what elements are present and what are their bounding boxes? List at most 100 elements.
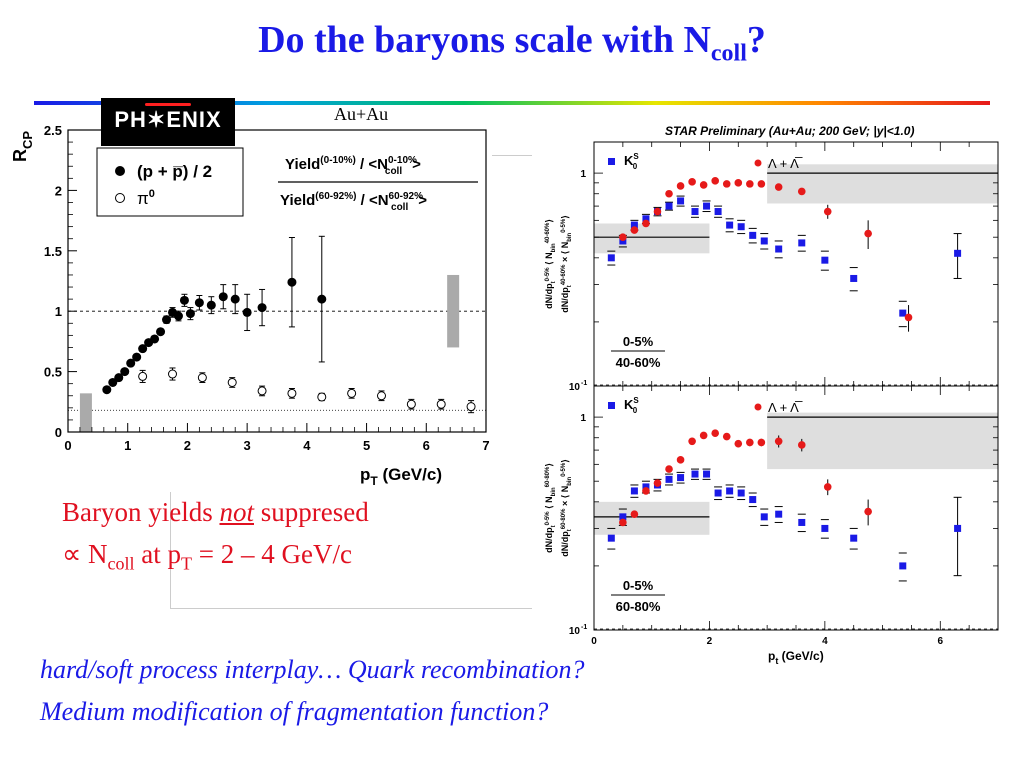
phenix-logo: PH✶ENIX xyxy=(101,98,235,146)
legend-kaon-label: KS 0 xyxy=(624,396,639,415)
proton-point xyxy=(162,315,172,325)
legend-pion-marker xyxy=(115,193,125,203)
legend-pion-label: π0 xyxy=(137,188,155,208)
kaon-point xyxy=(798,239,806,247)
frame-line xyxy=(170,608,532,609)
proton-point xyxy=(242,307,252,317)
lambda-point xyxy=(688,178,696,186)
kaon-point xyxy=(899,309,907,317)
y-axis-label: dN/dpt0-5% ⟨ Nbin60-80%⟩dN/dpt60-80% × ⟨… xyxy=(544,459,573,557)
proton-point xyxy=(185,309,195,319)
lambda-point xyxy=(797,441,806,449)
y-tick-label: 0.5 xyxy=(44,365,62,380)
lambda-point xyxy=(642,487,650,495)
kaon-point xyxy=(630,221,638,229)
centrality-label-top: 0-5% xyxy=(623,334,654,349)
proton-point xyxy=(179,295,189,305)
y-axis-label-line: dN/dpt40-60% × ⟨ Nbin0-5%⟩ xyxy=(560,215,573,313)
lambda-point xyxy=(757,180,766,188)
proton-point xyxy=(138,344,148,354)
kaon-point xyxy=(677,197,685,205)
proton-point xyxy=(114,373,124,383)
lambda-point xyxy=(653,207,662,216)
frame-line xyxy=(170,492,171,609)
kaon-point xyxy=(642,215,650,223)
lambda-point xyxy=(665,189,673,198)
lambda-point xyxy=(904,313,913,322)
lambda-point xyxy=(746,438,754,447)
normalization-band xyxy=(594,501,710,535)
kaon-point xyxy=(642,483,650,491)
lambda-point xyxy=(823,207,832,216)
proton-point xyxy=(126,358,136,368)
kaon-point xyxy=(703,470,711,478)
plot-frame xyxy=(67,129,487,433)
y-tick-label: 1 xyxy=(580,169,586,180)
y-tick-exponent: -1 xyxy=(581,624,587,631)
x-axis-label: pt (GeV/c) xyxy=(768,649,824,665)
star-panel-2: 110 -10 2 4 6KS 0 Λ + Λ̅0-5%60-80%dN/dpt0-5% ⟨… xyxy=(544,385,999,647)
normalization-band xyxy=(594,223,710,254)
star-chart-title: STAR Preliminary (Au+Au; 200 GeV; |y|<1.… xyxy=(665,124,914,138)
title-text: Do the baryons scale with N xyxy=(258,19,711,61)
legend-lambda-marker xyxy=(754,159,762,167)
kaon-point xyxy=(749,231,757,239)
kaon-point xyxy=(630,487,638,495)
pion-point xyxy=(257,386,267,396)
kaon-point xyxy=(677,474,685,482)
statement-line-2: ∝ Ncoll at pT = 2 – 4 GeV/c xyxy=(62,539,352,574)
kaon-point xyxy=(691,470,699,478)
star-panel-1: 1 10 -1 KS 0 Λ + Λ̅ 0-5% 40-60% dN/dpt0-5% ⟨ Nbi… xyxy=(544,141,999,393)
kaon-point xyxy=(821,256,829,264)
kaon-point xyxy=(691,208,699,216)
title-end: ? xyxy=(746,19,766,61)
pion-point xyxy=(168,369,177,379)
proton-point xyxy=(108,377,118,387)
legend-kaon-marker xyxy=(608,402,615,409)
lambda-point xyxy=(774,437,783,446)
x-tick-label: 4 xyxy=(822,636,828,647)
rainbow-divider xyxy=(34,101,990,105)
kaon-point xyxy=(726,221,734,229)
kaon-point xyxy=(607,254,615,262)
proton-point xyxy=(132,352,142,362)
kaon-point xyxy=(760,237,768,245)
proton-point xyxy=(230,294,240,304)
kaon-point xyxy=(714,208,722,216)
phenix-logo-flare xyxy=(145,103,191,106)
x-tick-label: 4 xyxy=(303,438,311,453)
pion-point xyxy=(466,402,476,412)
kaon-point xyxy=(665,475,673,483)
proton-point xyxy=(218,292,228,302)
x-tick-label: 3 xyxy=(244,438,251,453)
chart-legend: (p + p̅) / 2 π0 xyxy=(96,147,244,217)
x-tick-label: 2 xyxy=(707,636,713,647)
pion-point xyxy=(377,391,386,401)
proton-point xyxy=(257,303,267,313)
y-tick-label: 1 xyxy=(580,413,586,424)
legend-kaon-marker xyxy=(608,158,615,165)
x-tick-label: 5 xyxy=(363,438,370,453)
proton-point xyxy=(150,334,160,344)
y-axis-label-line: dN/dpt60-80% × ⟨ Nbin0-5%⟩ xyxy=(560,459,573,557)
legend-kaon-label: KS 0 xyxy=(624,152,639,171)
y-tick-label: 10 xyxy=(569,626,581,637)
x-tick-label: 0 xyxy=(591,636,597,647)
kaon-point xyxy=(749,496,757,504)
lambda-point xyxy=(797,187,806,196)
centrality-label-top: 0-5% xyxy=(623,578,654,593)
y-axis-label: dN/dpt0-5% ⟨ Nbin40-60%⟩dN/dpt40-60% × ⟨… xyxy=(544,215,573,313)
kaon-point xyxy=(899,562,907,570)
kaon-point xyxy=(726,487,734,495)
y-tick-label: 10 xyxy=(569,382,581,393)
proton-point xyxy=(194,298,204,308)
systematic-band xyxy=(79,393,92,432)
pion-point xyxy=(197,373,207,383)
pion-point xyxy=(347,388,357,398)
y-tick-label: 0 xyxy=(55,425,62,440)
star-ratio-chart: STAR Preliminary (Au+Au; 200 GeV; |y|<1.… xyxy=(544,124,999,665)
x-tick-label: 0 xyxy=(64,438,71,453)
lambda-point xyxy=(619,518,627,527)
kaon-point xyxy=(850,534,858,542)
lambda-point xyxy=(699,181,708,189)
